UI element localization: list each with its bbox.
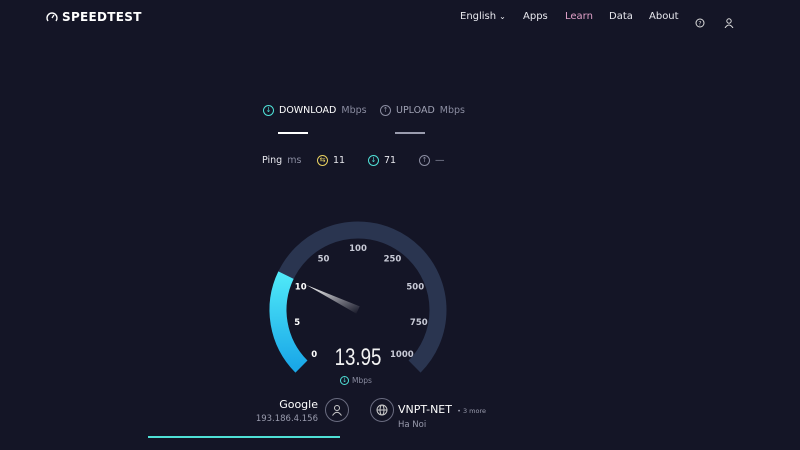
server-name: VNPT-NET [398,403,452,416]
upload-unit: Mbps [439,105,465,116]
nav-data[interactable]: Data [609,11,633,22]
globe-icon[interactable] [370,398,394,422]
gauge-tick-label: 0 [311,350,317,360]
gauge-tick-label: 5 [294,318,300,328]
ping-unit: ms [287,155,302,166]
language-selector[interactable]: English ⌄ [460,11,506,22]
language-label: English [460,11,497,22]
idle-ping-value: 11 [333,155,346,166]
download-underline [278,132,308,134]
gauge-tick-label: 250 [384,254,402,264]
more-servers-link[interactable]: • 3 more [457,407,487,415]
gauge-tick-label: 1000 [390,350,414,360]
upload-label: UPLOAD [396,105,435,116]
download-icon: ↓ [340,376,349,385]
nav-learn[interactable]: Learn [565,11,593,22]
user-icon[interactable] [724,13,734,32]
isp-info: Google 193.186.4.156 [256,398,318,424]
tab-download[interactable]: ↓ DOWNLOAD Mbps [263,105,367,116]
upload-ping-value: — [435,155,445,166]
ping-label: Ping [262,155,283,166]
gauge-fill [269,271,308,373]
idle-ping-icon: ⇆ [317,155,328,166]
isp-name: Google [279,398,318,411]
nav-about[interactable]: About [649,11,679,22]
tab-upload[interactable]: ↑ UPLOAD Mbps [380,105,465,116]
chevron-down-icon: ⌄ [499,12,506,21]
server-location: Ha Noi [398,420,427,430]
speed-value: 13.95 [334,344,382,371]
gauge-needle [306,285,360,314]
download-unit: Mbps [341,105,367,116]
gauge-tick-label: 10 [295,282,307,292]
download-ping-value: 71 [384,155,397,166]
gauge-tick-label: 750 [410,318,428,328]
server-info[interactable]: VNPT-NET • 3 more Ha Noi [398,398,486,430]
nav-apps[interactable]: Apps [523,11,548,22]
test-progress-bar [148,436,340,438]
speed-unit: Mbps [352,376,372,385]
logo-text: SPEEDTEST [62,10,142,24]
ip-address: 193.186.4.156 [255,414,318,424]
upload-ping-icon: ↑ [419,155,430,166]
gauge-tick-label: 500 [406,282,424,292]
upload-underline [395,132,425,134]
speedtest-logo[interactable]: SPEEDTEST [46,10,142,24]
gauge-tick-label: 50 [318,254,330,264]
download-label: DOWNLOAD [279,105,337,116]
download-ping-icon: ↓ [368,155,379,166]
svg-text:?: ? [698,21,701,28]
speedometer-icon [46,12,58,22]
help-icon[interactable]: ? [695,13,705,32]
download-icon: ↓ [263,105,274,116]
gauge-tick-label: 100 [349,244,367,254]
upload-icon: ↑ [380,105,391,116]
user-icon [325,398,349,422]
